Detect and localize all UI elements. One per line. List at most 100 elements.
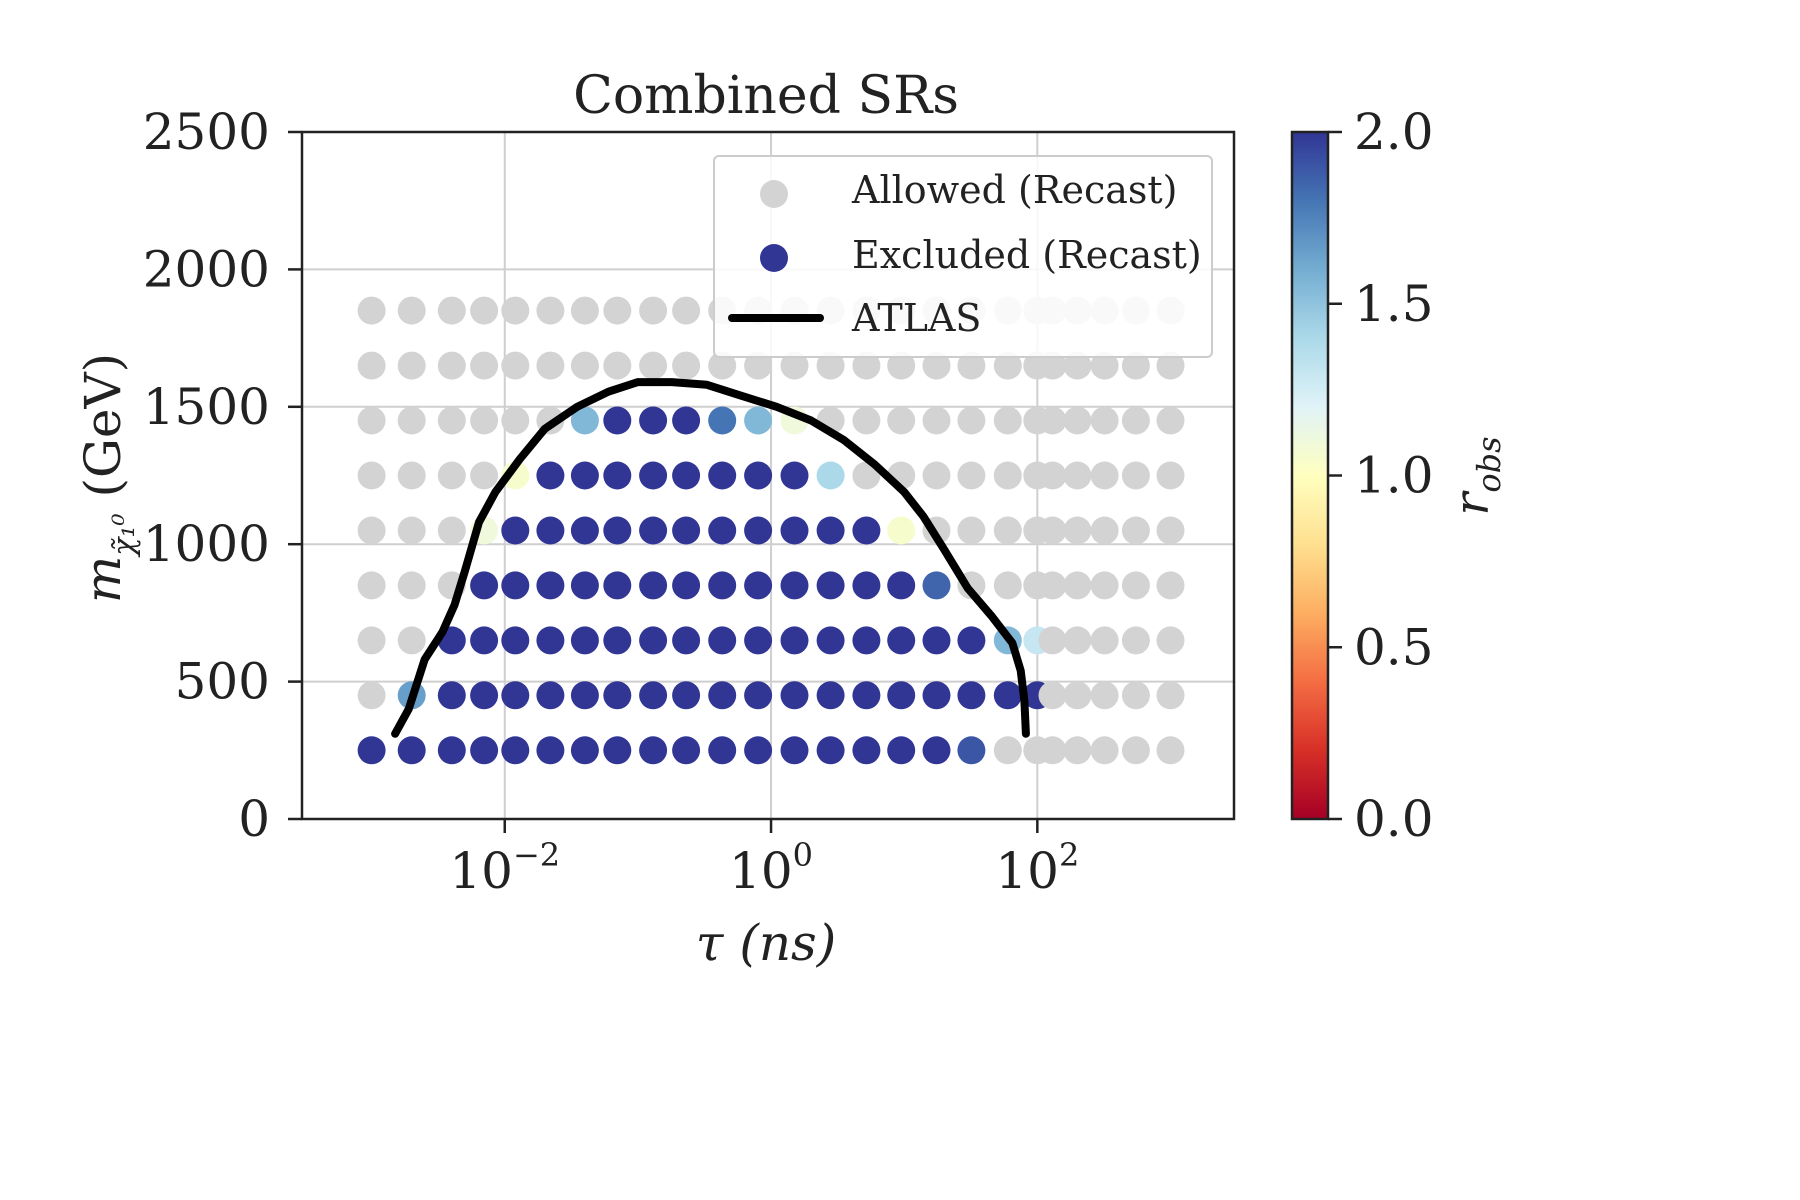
point-allowed <box>1038 571 1067 600</box>
legend-allowed-marker <box>760 180 788 208</box>
point-excluded <box>470 736 499 765</box>
data-points <box>357 296 1185 765</box>
point-allowed <box>708 351 737 380</box>
point-excluded <box>744 571 773 600</box>
point-allowed <box>501 351 530 380</box>
point-allowed <box>397 571 426 600</box>
point-excluded <box>603 461 632 490</box>
point-allowed <box>1063 351 1092 380</box>
point-excluded <box>536 461 565 490</box>
legend-excluded-marker <box>760 244 788 272</box>
point-allowed <box>780 351 809 380</box>
point-allowed <box>1090 406 1119 435</box>
point-excluded <box>639 516 668 545</box>
point-allowed <box>957 406 986 435</box>
point-excluded <box>816 516 845 545</box>
point-excluded <box>780 681 809 710</box>
point-excluded <box>570 516 599 545</box>
point-excluded <box>816 736 845 765</box>
point-allowed <box>570 296 599 325</box>
point-excluded <box>708 626 737 655</box>
point-excluded <box>672 626 701 655</box>
y-axis-label-symbol: m <box>74 556 132 603</box>
point-allowed <box>1063 736 1092 765</box>
point-excluded <box>603 406 632 435</box>
point-allowed <box>1156 736 1185 765</box>
point-allowed <box>816 351 845 380</box>
point-excluded <box>437 681 466 710</box>
point-excluded <box>887 736 916 765</box>
x-tick-label: 102 <box>995 836 1079 900</box>
point-allowed <box>1090 681 1119 710</box>
point-allowed <box>1121 626 1150 655</box>
point-excluded <box>437 736 466 765</box>
point-excluded <box>536 626 565 655</box>
point-allowed <box>397 461 426 490</box>
point-excluded <box>852 571 881 600</box>
point-excluded <box>570 461 599 490</box>
point-excluded <box>639 571 668 600</box>
point-excluded <box>887 516 916 545</box>
svg-text:robs: robs <box>1444 436 1508 515</box>
point-allowed <box>1038 626 1067 655</box>
point-allowed <box>1156 626 1185 655</box>
point-excluded <box>744 406 773 435</box>
point-allowed <box>1121 736 1150 765</box>
x-tick-label: 10−2 <box>449 836 560 900</box>
point-allowed <box>397 406 426 435</box>
point-excluded <box>470 571 499 600</box>
point-excluded <box>536 681 565 710</box>
point-allowed <box>536 296 565 325</box>
point-allowed <box>852 406 881 435</box>
point-allowed <box>1121 516 1150 545</box>
point-allowed <box>1038 681 1067 710</box>
y-axis-label: mχ̃₁⁰ (GeV) <box>74 353 142 603</box>
point-excluded <box>603 571 632 600</box>
point-excluded <box>780 626 809 655</box>
point-allowed <box>993 571 1022 600</box>
point-allowed <box>1090 626 1119 655</box>
point-allowed <box>1156 571 1185 600</box>
point-allowed <box>639 296 668 325</box>
point-excluded <box>536 736 565 765</box>
point-excluded <box>744 461 773 490</box>
point-allowed <box>501 296 530 325</box>
point-excluded <box>501 681 530 710</box>
point-excluded <box>639 461 668 490</box>
point-excluded <box>639 736 668 765</box>
point-excluded <box>639 626 668 655</box>
point-excluded <box>570 681 599 710</box>
point-allowed <box>957 461 986 490</box>
point-allowed <box>437 351 466 380</box>
point-excluded <box>397 736 426 765</box>
legend-box <box>713 155 1213 358</box>
point-allowed <box>672 351 701 380</box>
point-excluded <box>708 571 737 600</box>
point-excluded <box>708 516 737 545</box>
point-allowed <box>1156 516 1185 545</box>
point-excluded <box>672 736 701 765</box>
point-excluded <box>993 681 1022 710</box>
point-excluded <box>470 681 499 710</box>
point-allowed <box>1156 461 1185 490</box>
y-tick-label: 1000 <box>143 515 270 573</box>
point-excluded <box>852 681 881 710</box>
point-excluded <box>708 681 737 710</box>
point-excluded <box>852 736 881 765</box>
point-excluded <box>744 736 773 765</box>
point-excluded <box>887 681 916 710</box>
point-excluded <box>744 516 773 545</box>
point-allowed <box>397 351 426 380</box>
point-excluded <box>708 736 737 765</box>
x-axis: 10−2 100 102 <box>449 819 1079 900</box>
point-excluded <box>708 461 737 490</box>
point-allowed <box>437 461 466 490</box>
point-allowed <box>357 681 386 710</box>
point-allowed <box>437 516 466 545</box>
point-excluded <box>357 736 386 765</box>
point-allowed <box>357 296 386 325</box>
point-allowed <box>1121 351 1150 380</box>
point-excluded <box>922 736 951 765</box>
point-allowed <box>357 461 386 490</box>
